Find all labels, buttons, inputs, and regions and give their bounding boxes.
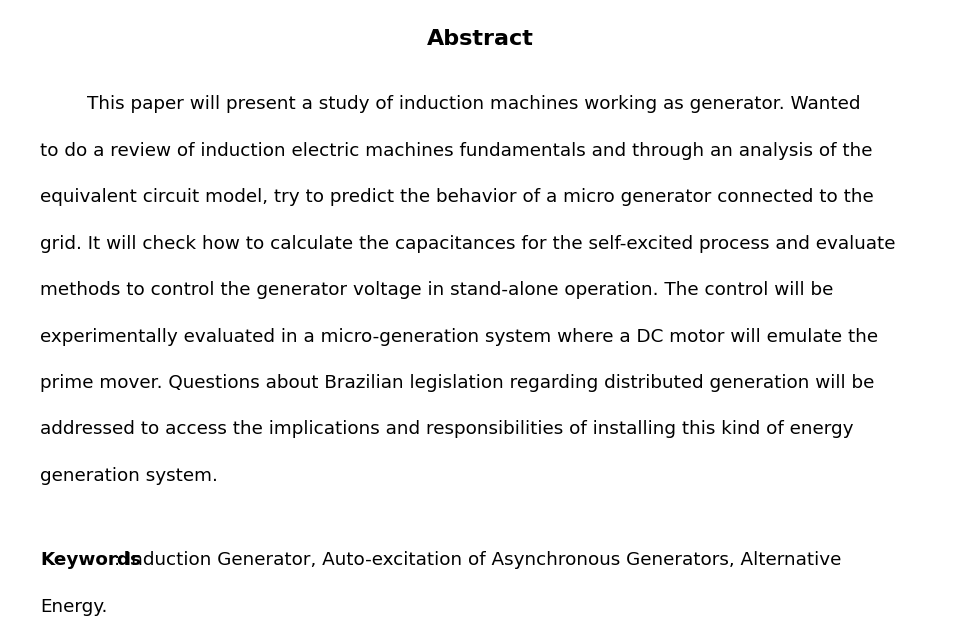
Text: addressed to access the implications and responsibilities of installing this kin: addressed to access the implications and… [40, 420, 853, 438]
Text: Abstract: Abstract [426, 29, 534, 48]
Text: prime mover. Questions about Brazilian legislation regarding distributed generat: prime mover. Questions about Brazilian l… [40, 374, 875, 392]
Text: experimentally evaluated in a micro-generation system where a DC motor will emul: experimentally evaluated in a micro-gene… [40, 328, 878, 345]
Text: Keywords: Keywords [40, 551, 141, 569]
Text: This paper will present a study of induction machines working as generator. Want: This paper will present a study of induc… [40, 95, 861, 113]
Text: grid. It will check how to calculate the capacitances for the self-excited proce: grid. It will check how to calculate the… [40, 235, 896, 252]
Text: methods to control the generator voltage in stand-alone operation. The control w: methods to control the generator voltage… [40, 281, 833, 299]
Text: Energy.: Energy. [40, 598, 108, 616]
Text: : Induction Generator, Auto-excitation of Asynchronous Generators, Alternative: : Induction Generator, Auto-excitation o… [114, 551, 842, 569]
Text: generation system.: generation system. [40, 467, 218, 485]
Text: to do a review of induction electric machines fundamentals and through an analys: to do a review of induction electric mac… [40, 142, 873, 160]
Text: equivalent circuit model, try to predict the behavior of a micro generator conne: equivalent circuit model, try to predict… [40, 188, 874, 206]
